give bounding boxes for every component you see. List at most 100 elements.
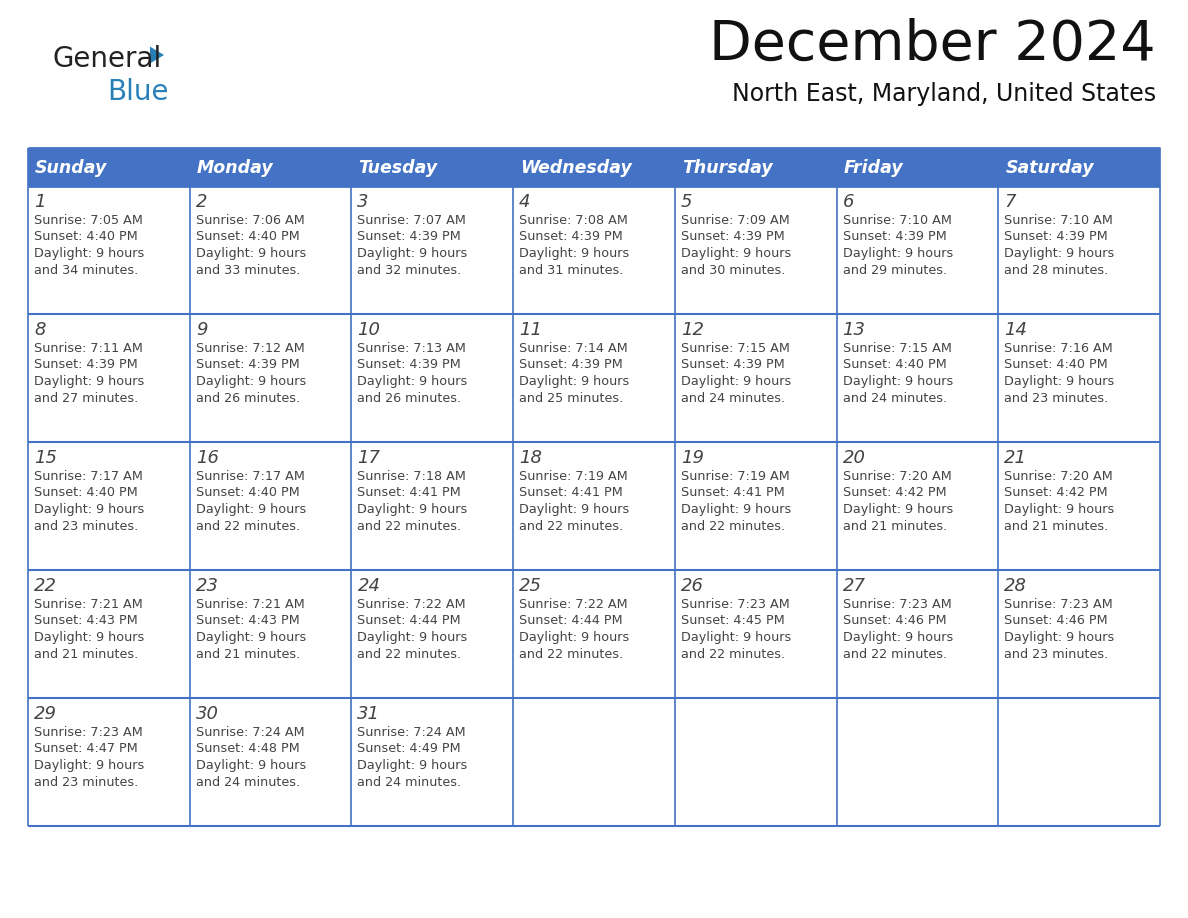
- Bar: [190, 698, 352, 826]
- Text: 3: 3: [358, 193, 369, 211]
- Text: 7: 7: [1004, 193, 1016, 211]
- Text: Daylight: 9 hours: Daylight: 9 hours: [358, 631, 468, 644]
- Text: 27: 27: [842, 577, 866, 595]
- Bar: [29, 698, 190, 826]
- Bar: [836, 698, 998, 826]
- Text: Sunset: 4:39 PM: Sunset: 4:39 PM: [196, 359, 299, 372]
- Text: Daylight: 9 hours: Daylight: 9 hours: [842, 375, 953, 388]
- Text: Sunset: 4:39 PM: Sunset: 4:39 PM: [681, 359, 784, 372]
- Text: Sunset: 4:40 PM: Sunset: 4:40 PM: [1004, 359, 1108, 372]
- Text: Wednesday: Wednesday: [520, 159, 632, 177]
- Text: Sunset: 4:49 PM: Sunset: 4:49 PM: [358, 743, 461, 756]
- Text: Daylight: 9 hours: Daylight: 9 hours: [196, 759, 307, 772]
- Bar: [29, 186, 190, 314]
- Text: Sunrise: 7:14 AM: Sunrise: 7:14 AM: [519, 342, 628, 355]
- Text: and 24 minutes.: and 24 minutes.: [842, 391, 947, 405]
- Text: Sunset: 4:46 PM: Sunset: 4:46 PM: [1004, 614, 1108, 628]
- Bar: [998, 148, 1159, 186]
- Text: Daylight: 9 hours: Daylight: 9 hours: [1004, 503, 1114, 516]
- Text: Sunrise: 7:17 AM: Sunrise: 7:17 AM: [196, 470, 304, 483]
- Text: and 29 minutes.: and 29 minutes.: [842, 263, 947, 276]
- Bar: [190, 314, 352, 442]
- Bar: [190, 442, 352, 570]
- Text: and 22 minutes.: and 22 minutes.: [519, 520, 624, 532]
- Bar: [675, 442, 836, 570]
- Bar: [836, 314, 998, 442]
- Text: 4: 4: [519, 193, 531, 211]
- Text: and 24 minutes.: and 24 minutes.: [196, 776, 299, 789]
- Text: and 22 minutes.: and 22 minutes.: [519, 647, 624, 660]
- Text: Daylight: 9 hours: Daylight: 9 hours: [34, 759, 144, 772]
- Bar: [675, 148, 836, 186]
- Text: Sunrise: 7:23 AM: Sunrise: 7:23 AM: [681, 598, 790, 611]
- Text: Blue: Blue: [107, 78, 169, 106]
- Text: Daylight: 9 hours: Daylight: 9 hours: [842, 503, 953, 516]
- Bar: [513, 314, 675, 442]
- Text: Daylight: 9 hours: Daylight: 9 hours: [681, 503, 791, 516]
- Bar: [836, 570, 998, 698]
- Bar: [998, 186, 1159, 314]
- Text: and 24 minutes.: and 24 minutes.: [681, 391, 785, 405]
- Text: 11: 11: [519, 321, 542, 339]
- Text: Sunrise: 7:23 AM: Sunrise: 7:23 AM: [1004, 598, 1113, 611]
- Text: Sunrise: 7:11 AM: Sunrise: 7:11 AM: [34, 342, 143, 355]
- Bar: [190, 186, 352, 314]
- Text: Sunrise: 7:19 AM: Sunrise: 7:19 AM: [519, 470, 628, 483]
- Text: Sunset: 4:44 PM: Sunset: 4:44 PM: [519, 614, 623, 628]
- Text: and 25 minutes.: and 25 minutes.: [519, 391, 624, 405]
- Bar: [513, 186, 675, 314]
- Text: 26: 26: [681, 577, 703, 595]
- Text: Sunrise: 7:08 AM: Sunrise: 7:08 AM: [519, 214, 628, 227]
- Text: Sunset: 4:44 PM: Sunset: 4:44 PM: [358, 614, 461, 628]
- Bar: [998, 314, 1159, 442]
- Text: 9: 9: [196, 321, 207, 339]
- Text: 23: 23: [196, 577, 219, 595]
- Text: Daylight: 9 hours: Daylight: 9 hours: [196, 503, 307, 516]
- Text: Daylight: 9 hours: Daylight: 9 hours: [842, 247, 953, 260]
- Text: 17: 17: [358, 449, 380, 467]
- Bar: [29, 314, 190, 442]
- Text: 14: 14: [1004, 321, 1028, 339]
- Text: 6: 6: [842, 193, 854, 211]
- Text: 29: 29: [34, 705, 57, 723]
- Text: 12: 12: [681, 321, 703, 339]
- Text: Sunrise: 7:21 AM: Sunrise: 7:21 AM: [34, 598, 143, 611]
- Text: and 21 minutes.: and 21 minutes.: [34, 647, 138, 660]
- Text: 30: 30: [196, 705, 219, 723]
- Text: Sunrise: 7:16 AM: Sunrise: 7:16 AM: [1004, 342, 1113, 355]
- Text: 31: 31: [358, 705, 380, 723]
- Text: Daylight: 9 hours: Daylight: 9 hours: [196, 631, 307, 644]
- Text: Sunset: 4:43 PM: Sunset: 4:43 PM: [34, 614, 138, 628]
- Text: Sunrise: 7:15 AM: Sunrise: 7:15 AM: [681, 342, 790, 355]
- Text: Sunrise: 7:20 AM: Sunrise: 7:20 AM: [842, 470, 952, 483]
- Text: Sunset: 4:47 PM: Sunset: 4:47 PM: [34, 743, 138, 756]
- Bar: [352, 442, 513, 570]
- Text: Sunset: 4:41 PM: Sunset: 4:41 PM: [358, 487, 461, 499]
- Text: Sunrise: 7:17 AM: Sunrise: 7:17 AM: [34, 470, 143, 483]
- Text: 28: 28: [1004, 577, 1028, 595]
- Text: Daylight: 9 hours: Daylight: 9 hours: [519, 503, 630, 516]
- Text: and 21 minutes.: and 21 minutes.: [196, 647, 299, 660]
- Text: Sunrise: 7:18 AM: Sunrise: 7:18 AM: [358, 470, 467, 483]
- Text: Sunset: 4:39 PM: Sunset: 4:39 PM: [34, 359, 138, 372]
- Text: and 26 minutes.: and 26 minutes.: [358, 391, 462, 405]
- Text: Sunrise: 7:20 AM: Sunrise: 7:20 AM: [1004, 470, 1113, 483]
- Text: Sunset: 4:45 PM: Sunset: 4:45 PM: [681, 614, 784, 628]
- Text: 13: 13: [842, 321, 866, 339]
- Text: Daylight: 9 hours: Daylight: 9 hours: [519, 375, 630, 388]
- Text: 10: 10: [358, 321, 380, 339]
- Bar: [836, 186, 998, 314]
- Bar: [29, 148, 190, 186]
- Text: Sunset: 4:39 PM: Sunset: 4:39 PM: [358, 359, 461, 372]
- Text: Daylight: 9 hours: Daylight: 9 hours: [681, 375, 791, 388]
- Text: and 22 minutes.: and 22 minutes.: [358, 647, 462, 660]
- Text: Sunset: 4:42 PM: Sunset: 4:42 PM: [1004, 487, 1108, 499]
- Text: Sunrise: 7:22 AM: Sunrise: 7:22 AM: [358, 598, 466, 611]
- Text: Daylight: 9 hours: Daylight: 9 hours: [842, 631, 953, 644]
- Text: and 21 minutes.: and 21 minutes.: [842, 520, 947, 532]
- Text: Sunset: 4:42 PM: Sunset: 4:42 PM: [842, 487, 946, 499]
- Text: Sunset: 4:40 PM: Sunset: 4:40 PM: [34, 487, 138, 499]
- Text: Daylight: 9 hours: Daylight: 9 hours: [1004, 247, 1114, 260]
- Text: Sunrise: 7:21 AM: Sunrise: 7:21 AM: [196, 598, 304, 611]
- Text: and 23 minutes.: and 23 minutes.: [34, 520, 138, 532]
